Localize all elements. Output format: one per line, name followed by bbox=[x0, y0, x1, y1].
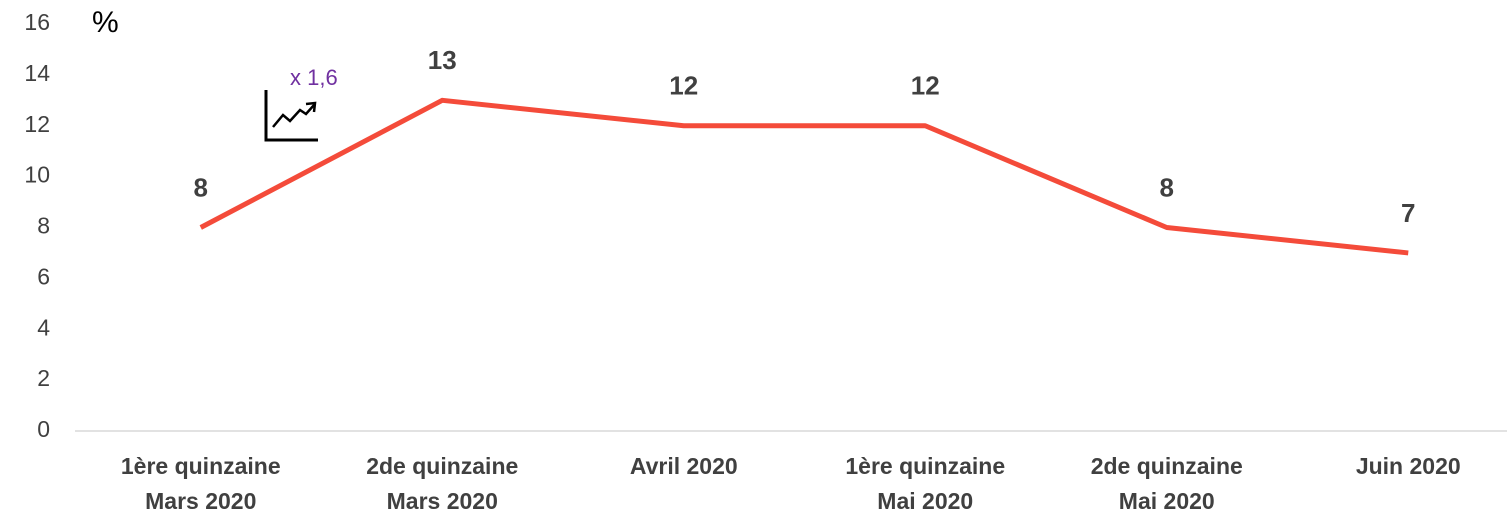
value-label: 12 bbox=[911, 71, 940, 101]
x-tick-label: 1ère quinzaine bbox=[845, 453, 1005, 479]
y-unit: % bbox=[92, 6, 119, 39]
y-tick-label: 8 bbox=[37, 213, 50, 239]
x-tick-label: Mars 2020 bbox=[387, 488, 498, 514]
x-tick-label: 1ère quinzaine bbox=[121, 453, 281, 479]
y-tick-label: 16 bbox=[24, 9, 50, 35]
x-tick-label: Avril 2020 bbox=[630, 453, 738, 479]
value-label: 12 bbox=[669, 71, 698, 101]
value-label: 7 bbox=[1401, 198, 1415, 228]
line bbox=[199, 97, 1409, 256]
y-tick-label: 12 bbox=[24, 111, 50, 137]
y-tick-label: 10 bbox=[24, 162, 50, 188]
y-tick-label: 4 bbox=[37, 314, 50, 340]
x-tick-label: Juin 2020 bbox=[1356, 453, 1461, 479]
y-tick-label: 0 bbox=[37, 416, 50, 442]
x-tick-label: 2de quinzaine bbox=[1091, 453, 1243, 479]
annotation: x 1,6 bbox=[290, 65, 338, 90]
y-tick-label: 2 bbox=[37, 365, 50, 391]
x-tick-label: Mai 2020 bbox=[877, 488, 973, 514]
x-tick-label: Mai 2020 bbox=[1119, 488, 1215, 514]
value-label: 8 bbox=[194, 172, 208, 202]
trend-icon bbox=[264, 90, 318, 142]
x-tick-label: 2de quinzaine bbox=[366, 453, 518, 479]
y-tick-label: 6 bbox=[37, 263, 50, 289]
x-tick-label: Mars 2020 bbox=[145, 488, 256, 514]
value-label: 8 bbox=[1160, 172, 1174, 202]
value-label: 13 bbox=[428, 45, 457, 75]
y-tick-label: 14 bbox=[24, 60, 50, 86]
